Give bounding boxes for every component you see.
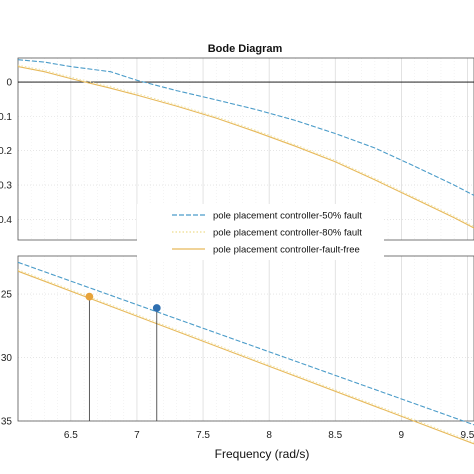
y-tick-label: 25 [1,290,13,301]
legend: pole placement controller-50% fault pole … [137,204,384,260]
x-tick-label: 7.5 [196,430,210,441]
bottom-y-ticks: 25 30 35 [1,290,13,428]
x-ticks: 6.5 7 7.5 8 8.5 9 9.5 [64,430,474,441]
series-line [17,261,474,426]
marker-point [85,292,94,301]
y-tick-label: 35 [1,417,13,428]
top-y-ticks: 0 0.1 0.2 0.3 0.4 [0,78,12,226]
series-line-80-fault [17,269,474,443]
x-tick-label: 8 [266,430,272,441]
x-tick-label: 7 [134,430,140,441]
top-series-group [17,59,474,229]
bottom-panel: 25 30 35 6.5 7 7.5 8 8.5 9 9.5 [1,255,474,445]
x-tick-label: 9.5 [460,430,474,441]
legend-label: pole placement controller-fault-free [213,245,360,256]
legend-entries: pole placement controller-50% fault pole … [172,211,362,256]
bottom-grid [17,256,474,422]
x-tick-label: 9 [399,430,405,441]
bottom-markers [85,292,161,421]
y-tick-label: 0.4 [0,215,12,226]
x-axis-label: Frequency (rad/s) [215,447,310,461]
legend-box [137,204,384,260]
x-tick-label: 8.5 [328,430,342,441]
bottom-panel-frame [17,255,474,422]
y-tick-label: 0.2 [0,146,12,157]
y-tick-label: 30 [1,353,13,364]
y-tick-label: 0 [6,78,12,89]
series-line [17,66,474,229]
legend-label: pole placement controller-80% fault [213,228,362,239]
series-line [17,270,474,445]
y-tick-label: 0.1 [0,112,12,123]
legend-label: pole placement controller-50% fault [213,211,362,222]
chart-title: Bode Diagram [208,43,283,55]
y-tick-label: 0.3 [0,181,12,192]
marker-point [152,304,161,312]
series-line-80-fault [17,64,474,227]
bottom-series-group [17,261,474,445]
series-line [17,59,474,196]
x-tick-label: 6.5 [64,430,78,441]
